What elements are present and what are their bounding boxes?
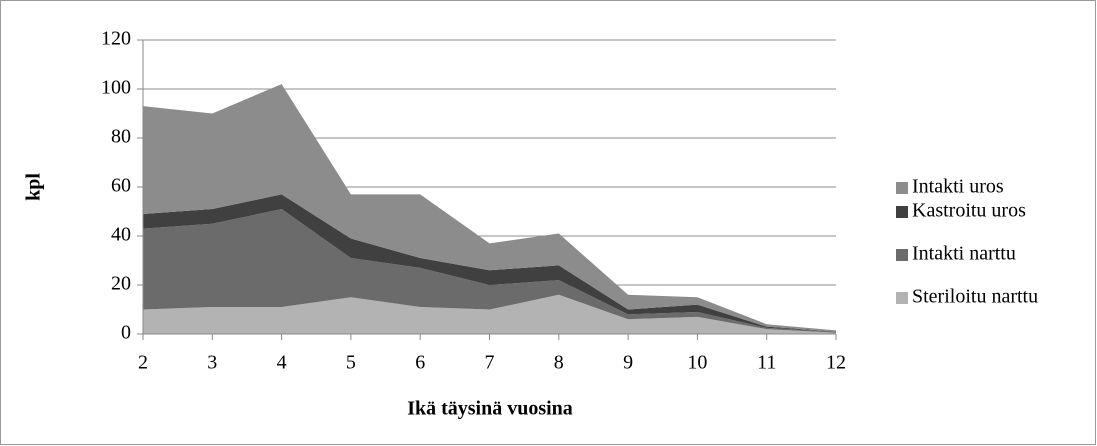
legend-label: Intakti narttu [912,243,1016,265]
x-tick-label: 8 [554,352,564,374]
x-tick-label: 2 [138,352,148,374]
y-tick-label: 20 [111,273,131,295]
legend-swatch [896,206,908,218]
x-tick-label: 11 [757,352,776,374]
area [143,294,836,334]
area [143,84,836,332]
y-tick-label: 120 [101,28,131,50]
y-tick-label: 40 [111,224,131,246]
area [143,209,836,333]
x-tick-label: 3 [207,352,217,374]
x-tick-label: 6 [415,352,425,374]
y-tick-label: 100 [101,77,131,99]
legend-label: Intakti uros [912,176,1004,198]
area [143,194,836,332]
y-tick-label: 80 [111,126,131,148]
x-tick-label: 10 [687,352,707,374]
legend-label: Steriloitu narttu [912,286,1038,308]
legend-swatch [896,292,908,304]
legend-swatch [896,182,908,194]
legend-swatch [896,249,908,261]
x-tick-label: 12 [826,352,846,374]
x-axis-label: Ikä täysinä vuosina [407,398,573,420]
x-tick-label: 5 [346,352,356,374]
y-axis-label: kpl [23,173,45,201]
legend-label: Kastroitu uros [912,200,1026,222]
y-tick-label: 0 [121,322,131,344]
y-tick-label: 60 [111,175,131,197]
x-tick-label: 9 [623,352,633,374]
x-tick-label: 4 [277,352,287,374]
x-tick-label: 7 [485,352,495,374]
